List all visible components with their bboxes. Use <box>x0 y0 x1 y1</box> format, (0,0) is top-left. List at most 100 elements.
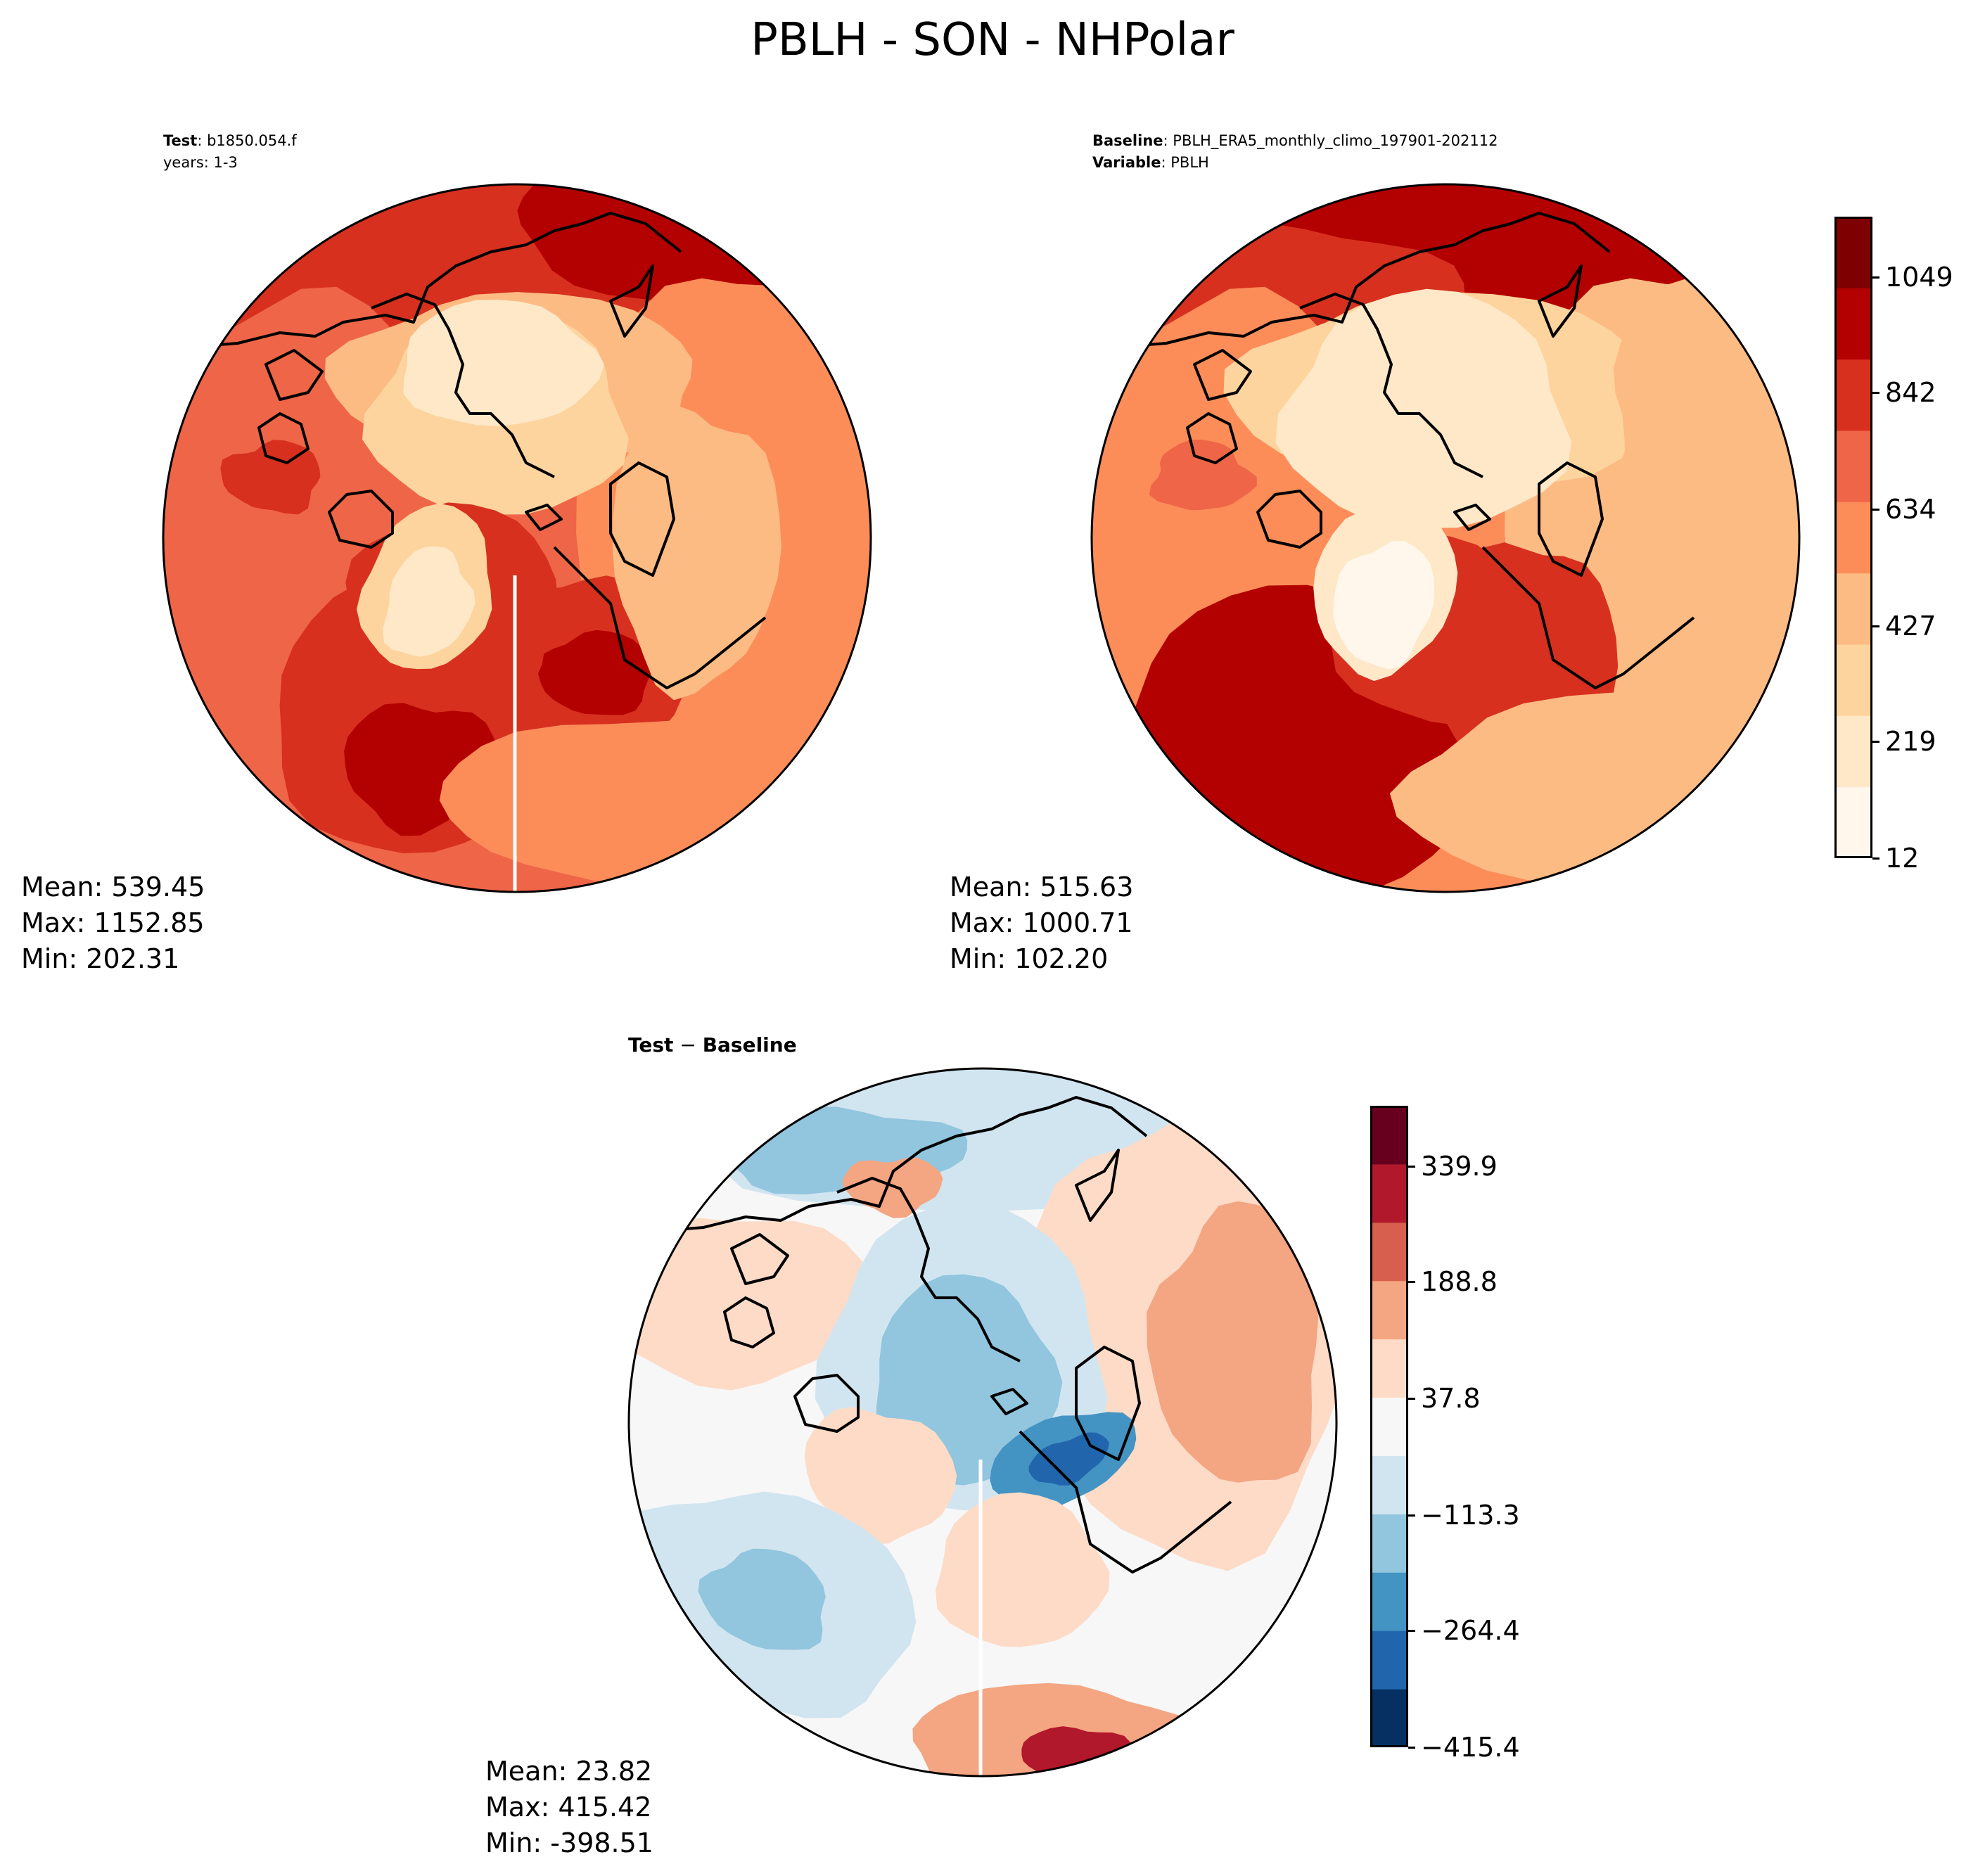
contour-region-14 <box>612 404 781 701</box>
colorbar-tick-label: 842 <box>1885 377 1936 408</box>
diff-panel-label: Test − Baseline <box>628 1034 797 1056</box>
figure-title: PBLH - SON - NHPolar <box>751 14 1234 66</box>
colorbar-tick-label: 188.8 <box>1421 1266 1498 1297</box>
map-boundary <box>162 183 872 893</box>
colorbar-tick-label: −415.4 <box>1421 1732 1520 1763</box>
coastline-6 <box>1453 504 1491 531</box>
baseline-min: Min: 102.20 <box>950 943 1109 974</box>
map-boundary <box>627 1067 1338 1778</box>
colorbar-tick-label: −264.4 <box>1421 1615 1520 1646</box>
coastline-8 <box>1538 264 1583 338</box>
contour-region-11 <box>698 1548 826 1650</box>
test-years: years: 1-3 <box>163 154 238 171</box>
map-boundary <box>1090 183 1801 893</box>
colorbar-level-0 <box>1370 1689 1408 1747</box>
colorbar-tick-line <box>1408 1398 1415 1400</box>
colorbar-tick-line <box>1872 392 1879 394</box>
contour-region-4 <box>1147 1201 1319 1483</box>
baseline-label-bold: Baseline <box>1092 132 1163 149</box>
coastline-2 <box>371 293 555 478</box>
contour-region-10 <box>1333 540 1435 670</box>
colorbar-tick-line <box>1408 1514 1415 1517</box>
diff-colorbar <box>1370 1106 1408 1747</box>
variable-name: PBLH <box>1170 154 1209 171</box>
baseline-polar-map <box>1090 183 1801 893</box>
contour-region-9 <box>804 1407 957 1545</box>
pblh-colorbar <box>1834 217 1872 858</box>
colorbar-level-9 <box>1370 1163 1408 1223</box>
map-field <box>163 184 871 892</box>
colorbar-tick-line <box>1872 857 1879 860</box>
coastline-4 <box>1186 412 1238 464</box>
colorbar-level-10 <box>1370 1106 1408 1165</box>
colorbar-level-8 <box>1370 1222 1408 1282</box>
coastline-6 <box>990 1388 1028 1415</box>
colorbar-tick-label: 634 <box>1885 494 1936 525</box>
diff-label-test: Test <box>628 1033 674 1057</box>
test-panel-label: Test: b1850.054.f years: 1-3 <box>163 130 297 174</box>
map-field <box>629 1068 1336 1776</box>
colorbar-level-8 <box>1834 217 1872 288</box>
coastline-1 <box>191 212 682 348</box>
coastline-4 <box>257 412 309 464</box>
colorbar-level-3 <box>1834 573 1872 645</box>
test-case-name: b1850.054.f <box>207 132 297 149</box>
coastline-2 <box>836 1177 1021 1363</box>
test-mean: Mean: 539.45 <box>21 872 205 902</box>
coastline-7 <box>1019 1430 1232 1574</box>
colorbar-level-1 <box>1834 715 1872 788</box>
baseline-mean: Mean: 515.63 <box>950 872 1134 902</box>
diff-label-baseline: Baseline <box>702 1033 797 1057</box>
coastline-0 <box>793 1374 860 1433</box>
test-polar-map <box>162 183 872 893</box>
diff-mean: Mean: 23.82 <box>485 1756 653 1787</box>
test-stats: Mean: 539.45 Max: 1152.85 Min: 202.31 <box>21 869 205 977</box>
colorbar-level-2 <box>1834 644 1872 716</box>
baseline-panel-label: Baseline: PBLH_ERA5_monthly_climo_197901… <box>1092 132 1498 171</box>
colorbar-level-6 <box>1370 1339 1408 1398</box>
test-max: Max: 1152.85 <box>21 907 205 938</box>
colorbar-level-2 <box>1370 1572 1408 1631</box>
colorbar-tick-line <box>1408 1166 1415 1168</box>
diff-label-minus: − <box>673 1033 703 1057</box>
colorbar-tick-line <box>1872 625 1879 627</box>
coastline-0 <box>1256 490 1322 549</box>
diff-min: Min: -398.51 <box>485 1827 653 1858</box>
colorbar-level-7 <box>1834 288 1872 360</box>
colorbar-tick-label: 427 <box>1885 611 1936 642</box>
coastline-7 <box>1481 546 1695 689</box>
colorbar-level-4 <box>1834 502 1872 574</box>
colorbar-level-4 <box>1370 1455 1408 1514</box>
colorbar-tick-line <box>1408 1747 1415 1749</box>
coastline-3 <box>1193 349 1252 401</box>
baseline-stats: Mean: 515.63 Max: 1000.71 Min: 102.20 <box>950 869 1133 977</box>
coastline-4 <box>723 1296 775 1348</box>
colorbar-tick-line <box>1408 1281 1415 1283</box>
colorbar-level-0 <box>1834 786 1872 858</box>
colorbar-level-6 <box>1834 359 1872 431</box>
colorbar-level-5 <box>1370 1397 1408 1456</box>
coastline-5 <box>1538 461 1604 577</box>
colorbar-level-7 <box>1370 1280 1408 1340</box>
coastline-5 <box>609 461 675 577</box>
colorbar-level-5 <box>1834 430 1872 502</box>
coastline-8 <box>609 264 654 338</box>
diff-max: Max: 415.42 <box>485 1792 652 1823</box>
coastline-0 <box>328 490 394 549</box>
colorbar-tick-line <box>1872 741 1879 743</box>
diff-polar-map <box>627 1067 1338 1778</box>
contour-region-13 <box>1614 275 1799 502</box>
colorbar-tick-label: 12 <box>1885 843 1920 874</box>
coastline-8 <box>1075 1149 1120 1222</box>
coastline-1 <box>1120 212 1611 348</box>
coastline-5 <box>1075 1346 1141 1461</box>
baseline-max: Max: 1000.71 <box>950 907 1133 938</box>
variable-label-bold: Variable <box>1092 154 1161 171</box>
coastline-1 <box>657 1096 1148 1232</box>
colorbar-tick-label: 339.9 <box>1421 1151 1498 1182</box>
colorbar-tick-line <box>1408 1630 1415 1632</box>
coastline-3 <box>730 1233 789 1285</box>
colorbar-tick-label: 1049 <box>1885 262 1953 293</box>
contour-region-13 <box>383 546 475 657</box>
test-label-bold: Test <box>163 132 198 149</box>
